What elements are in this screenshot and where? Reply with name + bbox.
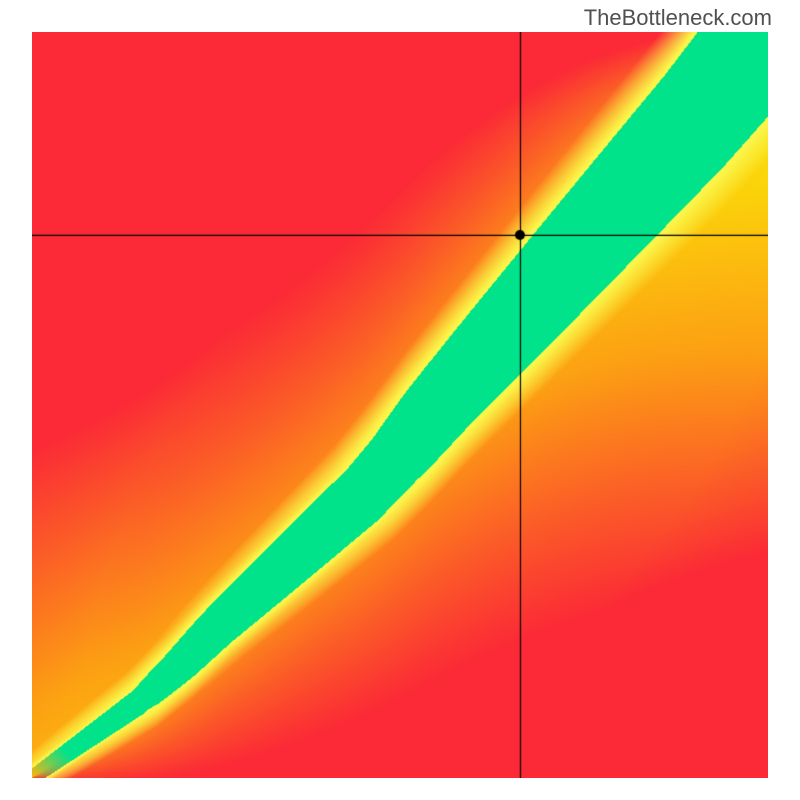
- heatmap-canvas: [32, 32, 768, 778]
- heatmap-chart: [32, 32, 768, 778]
- watermark-text: TheBottleneck.com: [584, 5, 772, 31]
